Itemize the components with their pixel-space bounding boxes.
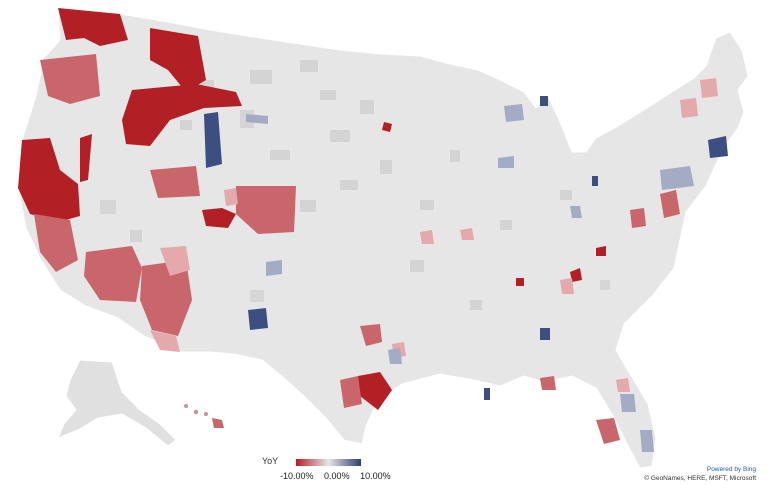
legend-min-label: -10.00%	[280, 471, 314, 481]
powered-by-bing: Powered by Bing	[706, 466, 756, 473]
decline-strong-regions	[18, 8, 606, 410]
legend: YoY -10.00% 0.00% 10.00%	[262, 456, 392, 486]
legend-max-label: 10.00%	[360, 471, 391, 481]
map-attribution: Powered by Bing © GeoNames, HERE, MSFT, …	[644, 465, 756, 483]
map-copyright: © GeoNames, HERE, MSFT, Microsoft	[644, 475, 756, 482]
decline-slight-regions	[150, 78, 718, 392]
legend-gradient	[296, 459, 361, 466]
hawaii	[184, 404, 224, 428]
growth-regions	[204, 96, 728, 400]
legend-ticks: -10.00% 0.00% 10.00%	[280, 471, 399, 481]
gray-counties	[100, 60, 610, 310]
us-landmass	[17, 7, 749, 469]
legend-title: YoY	[262, 456, 279, 466]
growth-slight-regions	[246, 104, 694, 452]
alaska	[57, 359, 177, 447]
legend-mid-label: 0.00%	[324, 471, 350, 481]
decline-moderate-regions	[34, 54, 680, 444]
